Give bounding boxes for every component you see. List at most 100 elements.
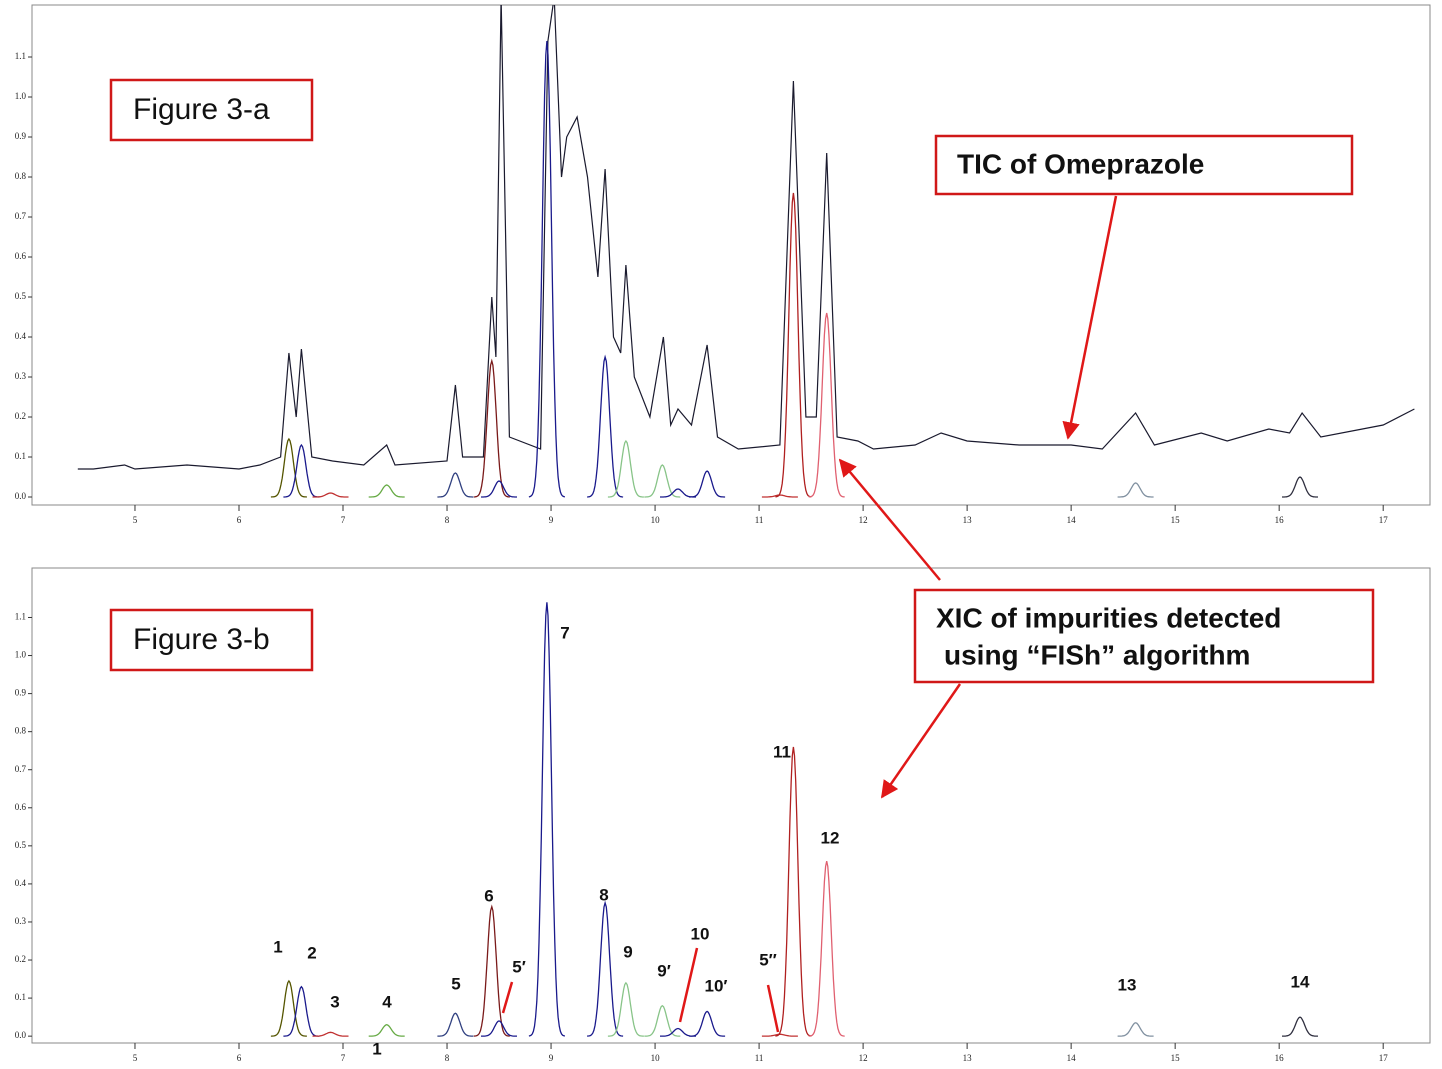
x-tick-label: 16 xyxy=(1275,1053,1285,1063)
plot-area xyxy=(270,602,1318,1037)
y-tick-label: 0.0 xyxy=(15,491,27,501)
x-tick-label: 9 xyxy=(549,1053,554,1063)
peak xyxy=(437,1012,474,1037)
y-tick-label: 1.0 xyxy=(15,91,27,101)
peak xyxy=(473,904,510,1037)
peak-label: 13 xyxy=(1118,975,1137,994)
peak-label: 10 xyxy=(691,924,710,943)
label-box xyxy=(109,78,314,142)
peak-label: 8 xyxy=(599,885,608,904)
x-tick-label: 11 xyxy=(755,515,764,525)
x-tick-label: 14 xyxy=(1067,1053,1077,1063)
x-tick-label: 13 xyxy=(963,515,973,525)
xic-label: XIC of impurities detected xyxy=(936,602,1281,633)
x-tick-label: 9 xyxy=(549,515,554,525)
label-box xyxy=(109,608,314,672)
peak xyxy=(607,439,644,498)
x-tick-label: 17 xyxy=(1379,515,1389,525)
figure-label: Figure 3-a xyxy=(133,93,270,126)
y-tick-label: 0.8 xyxy=(15,726,27,736)
peak-label: 4 xyxy=(382,992,392,1011)
y-tick-label: 0.7 xyxy=(15,211,27,221)
y-tick-label: 0.6 xyxy=(15,251,27,261)
peak xyxy=(368,1024,405,1037)
x-tick-label: 15 xyxy=(1171,1053,1181,1063)
peak xyxy=(312,1031,349,1037)
peak xyxy=(644,464,681,498)
y-tick-label: 1.0 xyxy=(15,650,27,660)
peak xyxy=(1117,1022,1154,1037)
chart: 0.0 0.1 0.2 0.3 0.4 0.5 0.6 0.7 0.8 0.9 1.0 1.1 5 6 7 8… xyxy=(15,4,1431,525)
peak xyxy=(761,494,798,498)
peak xyxy=(528,40,566,498)
x-tick-label: 8 xyxy=(445,1053,450,1063)
xic-label: using “FISh” algorithm xyxy=(944,639,1250,670)
x-tick-label: 10 xyxy=(651,1053,661,1063)
label-box xyxy=(934,134,1354,196)
peak-label: 6 xyxy=(484,886,493,905)
figure-label: Figure 3-b xyxy=(133,623,270,656)
peak-label: 3 xyxy=(330,992,339,1011)
peak xyxy=(312,492,349,498)
peak xyxy=(473,358,510,498)
y-tick-label: 0.9 xyxy=(15,131,27,141)
peak-label: 11 xyxy=(773,742,791,761)
y-tick-label: 0.4 xyxy=(15,331,27,341)
y-tick-label: 0.5 xyxy=(15,291,27,301)
x-tick-label: 12 xyxy=(859,1053,868,1063)
peak xyxy=(283,443,320,498)
peak xyxy=(437,472,474,498)
y-tick-label: 0.1 xyxy=(15,992,26,1002)
y-tick-label: 0.2 xyxy=(15,954,26,964)
stray-label: 1 xyxy=(372,1039,381,1058)
peak xyxy=(660,488,696,498)
y-tick-label: 0.5 xyxy=(15,840,27,850)
y-tick-label: 0.9 xyxy=(15,688,27,698)
x-tick-label: 10 xyxy=(651,515,661,525)
peak xyxy=(689,1010,726,1037)
peak-label: 2 xyxy=(307,943,316,962)
peak xyxy=(283,985,320,1037)
y-tick-label: 0.4 xyxy=(15,878,27,888)
pointer xyxy=(678,947,699,1023)
y-tick-label: 0.0 xyxy=(15,1030,27,1040)
peak xyxy=(761,1033,798,1037)
peak xyxy=(808,860,845,1037)
peak-label: 10′ xyxy=(705,976,728,995)
peak-label: 5 xyxy=(451,974,460,993)
y-tick-label: 0.3 xyxy=(15,916,27,926)
x-tick-label: 16 xyxy=(1275,515,1285,525)
pointer xyxy=(501,981,514,1014)
x-tick-label: 12 xyxy=(859,515,868,525)
peak-label: 14 xyxy=(1291,972,1310,991)
peak-label: 1 xyxy=(273,937,282,956)
peak-label: 5′ xyxy=(512,957,526,976)
peak xyxy=(368,484,405,498)
peak-label: 9′ xyxy=(657,961,671,980)
peak-label: 12 xyxy=(821,828,840,847)
x-tick-label: 17 xyxy=(1379,1053,1389,1063)
peak xyxy=(587,354,624,498)
x-tick-label: 5 xyxy=(133,1053,138,1063)
peak xyxy=(481,1020,517,1037)
arrow xyxy=(880,683,962,799)
y-tick-label: 0.1 xyxy=(15,451,26,461)
y-tick-label: 1.1 xyxy=(15,51,26,61)
peak xyxy=(481,480,517,498)
x-tick-label: 7 xyxy=(341,515,346,525)
y-tick-label: 0.6 xyxy=(15,802,27,812)
peak xyxy=(1282,1016,1318,1037)
chart: 0.0 0.1 0.2 0.3 0.4 0.5 0.6 0.7 0.8 0.9 1.0 1.1 5 6 7 8… xyxy=(15,567,1431,1063)
peak xyxy=(660,1027,696,1037)
peak-label: 5″ xyxy=(759,950,777,969)
x-tick-label: 7 xyxy=(341,1053,346,1063)
peak xyxy=(270,437,307,498)
y-tick-label: 0.7 xyxy=(15,764,27,774)
pointer xyxy=(766,984,780,1033)
plot-area xyxy=(77,5,1415,498)
x-tick-label: 11 xyxy=(755,1053,764,1063)
x-tick-label: 6 xyxy=(237,1053,242,1063)
peak xyxy=(607,981,644,1037)
peak-label: 9 xyxy=(623,942,632,961)
